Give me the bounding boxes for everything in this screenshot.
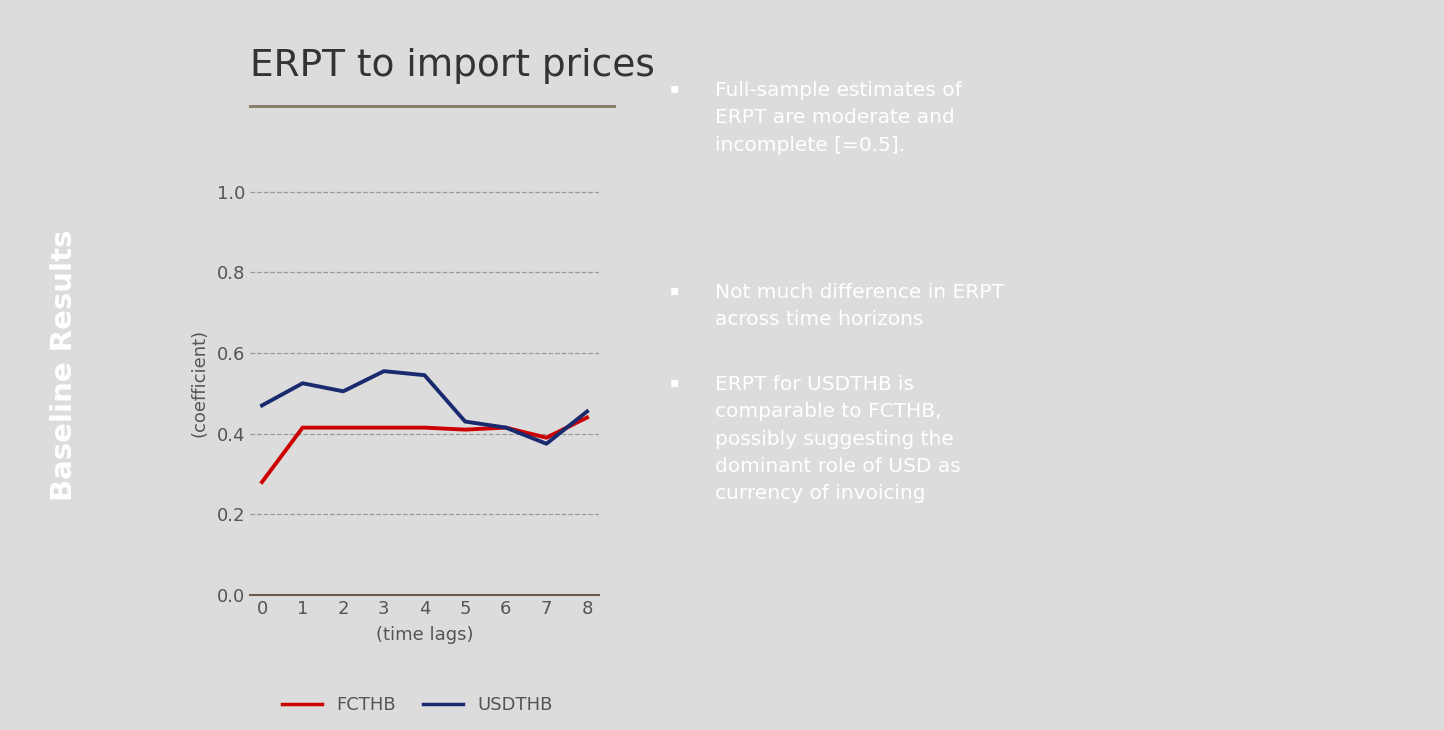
Text: ERPT for USDTHB is
comparable to FCTHB,
possibly suggesting the
dominant role of: ERPT for USDTHB is comparable to FCTHB, … [715,375,962,503]
Text: Full-sample estimates of
ERPT are moderate and
incomplete [=0.5].: Full-sample estimates of ERPT are modera… [715,81,962,155]
Text: ▪: ▪ [670,283,679,297]
X-axis label: (time lags): (time lags) [375,626,474,644]
Y-axis label: (coefficient): (coefficient) [191,329,208,437]
Text: ▪: ▪ [670,81,679,95]
Text: Not much difference in ERPT
across time horizons: Not much difference in ERPT across time … [715,283,1004,329]
Text: ▪: ▪ [670,375,679,389]
Text: ERPT to import prices: ERPT to import prices [250,48,654,84]
Legend: FCTHB, USDTHB: FCTHB, USDTHB [276,689,560,721]
Text: Baseline Results: Baseline Results [49,229,78,501]
